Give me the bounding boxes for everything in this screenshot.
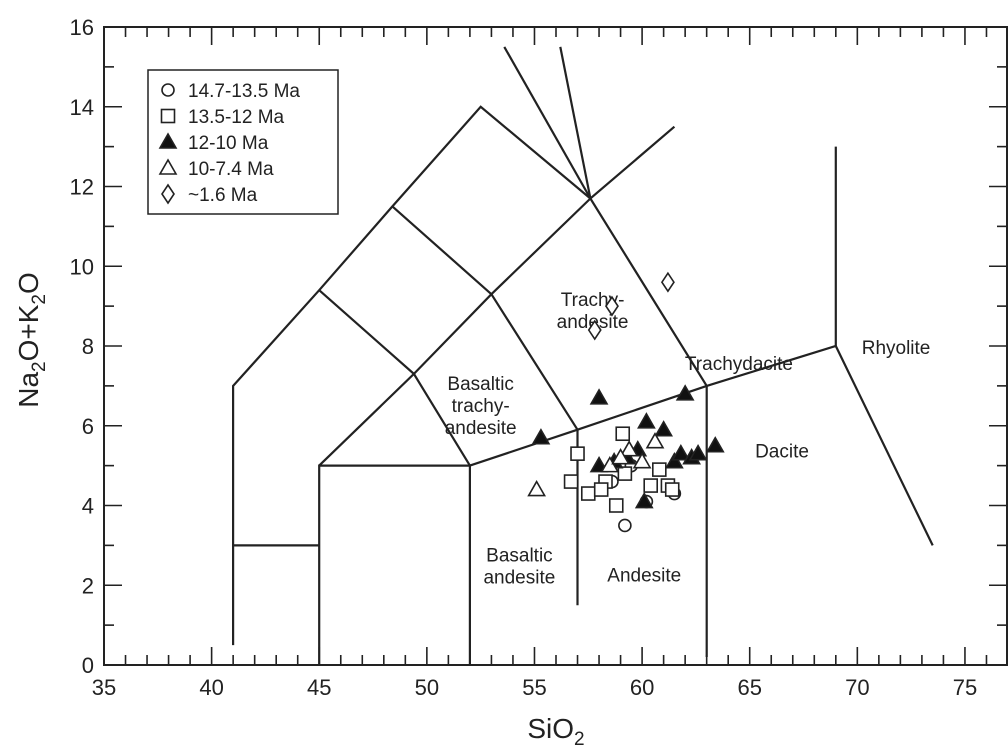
field-boundary (318, 197, 592, 467)
y-tick-label: 4 (82, 494, 94, 519)
legend-label: ~1.6 Ma (188, 185, 258, 206)
field-label-rhyolite: Rhyolite (862, 338, 931, 359)
data-point-circle (618, 518, 632, 533)
legend-label: 13.5-12 Ma (188, 107, 285, 128)
x-axis-title: SiO2 (527, 713, 584, 749)
field-label-trachydacite: Trachydacite (685, 354, 793, 375)
y-tick-label: 10 (70, 254, 94, 279)
field-boundary (318, 464, 471, 665)
x-tick-label: 75 (953, 675, 977, 700)
legend: 14.7-13.5 Ma 13.5-12 Ma 12-10 Ma 10-7.4 Ma ~… (147, 69, 339, 215)
y-tick-label: 16 (70, 15, 94, 40)
data-point-triangle-open (619, 440, 639, 457)
y-axis-title: Na2O+K2O (13, 272, 50, 408)
field-boundary (391, 205, 579, 431)
x-tick-label: 45 (307, 675, 331, 700)
data-point-square (608, 498, 624, 513)
legend-marker-triangle-filled (158, 132, 178, 149)
data-points (527, 271, 725, 533)
tick-labels: 35 40 45 50 55 60 65 70 75 0 2 4 6 8 10 12 14 16 (70, 15, 978, 700)
field-boundary (503, 46, 592, 200)
data-point-triangle-filled (637, 412, 656, 429)
y-tick-label: 0 (82, 653, 94, 678)
legend-label: 12-10 Ma (188, 133, 269, 154)
field-label-basaltic-trachyandesite: Basaltic trachy-andesite (445, 374, 517, 439)
x-tick-label: 60 (630, 675, 654, 700)
field-label-andesite: Andesite (607, 565, 681, 586)
data-point-square (643, 478, 659, 493)
x-tick-label: 35 (92, 675, 116, 700)
legend-marker-square (160, 108, 176, 124)
legend-box (147, 69, 339, 215)
data-point-square (563, 474, 579, 489)
data-point-square (580, 486, 596, 501)
data-point-triangle-filled (654, 420, 673, 437)
x-tick-label: 65 (737, 675, 761, 700)
y-tick-label: 6 (82, 414, 94, 439)
data-point-triangle-filled (671, 444, 691, 461)
data-point-triangle-filled (589, 388, 609, 405)
plot-frame (103, 26, 1008, 666)
legend-label: 14.7-13.5 Ma (188, 81, 300, 102)
data-point-diamond (605, 295, 619, 317)
field-label-dacite: Dacite (755, 442, 809, 463)
x-tick-label: 40 (199, 675, 223, 700)
legend-marker-circle (161, 83, 175, 97)
y-tick-label: 12 (70, 175, 94, 200)
data-point-triangle-filled (531, 428, 551, 445)
legend-label: 10-7.4 Ma (188, 159, 274, 180)
x-tick-label: 50 (415, 675, 439, 700)
data-point-triangle-filled (634, 491, 654, 509)
data-point-triangle-filled (688, 444, 708, 461)
data-point-diamond (587, 319, 602, 341)
x-tick-label: 70 (845, 675, 869, 700)
legend-marker-triangle-open (158, 158, 178, 175)
data-point-diamond (660, 271, 675, 293)
legend-marker-diamond (161, 183, 175, 205)
data-point-triangle-filled (665, 452, 684, 469)
data-point-triangle-open (645, 432, 665, 449)
field-boundary (318, 289, 471, 467)
x-tick-label: 55 (522, 675, 546, 700)
y-tick-label: 2 (82, 573, 94, 598)
data-point-square (570, 446, 585, 461)
data-point-square (652, 462, 667, 477)
data-point-triangle-filled (705, 436, 725, 453)
data-point-square (615, 426, 631, 442)
data-point-triangle-filled (675, 384, 695, 401)
y-tick-label: 14 (70, 95, 94, 120)
y-tick-label: 8 (82, 334, 94, 359)
data-point-square (617, 466, 633, 481)
data-point-triangle-open (611, 448, 630, 465)
data-point-triangle-open (632, 452, 652, 469)
field-boundary (232, 105, 708, 657)
data-point-square (664, 482, 680, 497)
field-label-basaltic-andesite: Basaltic andesite (483, 545, 555, 588)
data-point-triangle-open (600, 456, 620, 473)
data-point-triangle-open (527, 479, 547, 497)
data-point-square (593, 482, 609, 497)
